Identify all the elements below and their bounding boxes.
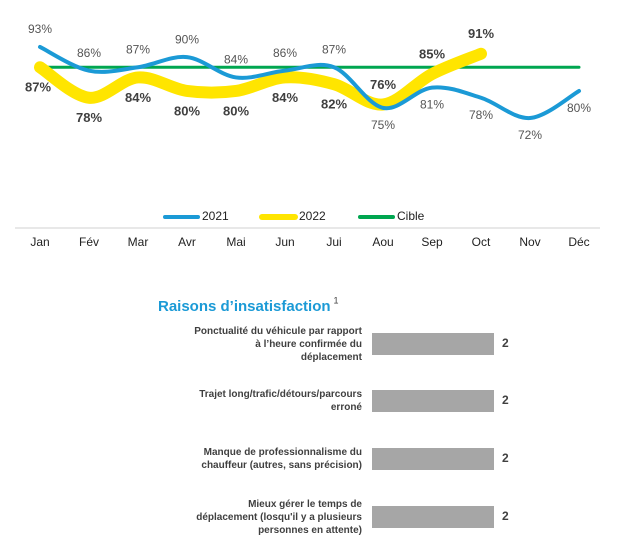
- data-label: 86%: [273, 46, 297, 60]
- data-label: 90%: [175, 32, 199, 46]
- data-label: 91%: [468, 26, 494, 41]
- legend-label: 2021: [202, 209, 229, 223]
- legend-label: Cible: [397, 209, 425, 223]
- data-label: 84%: [224, 53, 248, 67]
- category-label: Manque de professionnalisme du chauffeur…: [201, 447, 362, 471]
- data-label: 84%: [125, 90, 151, 105]
- x-tick-label: Jan: [30, 235, 49, 249]
- bar-value-label: 2: [502, 509, 509, 523]
- data-label: 87%: [322, 42, 346, 56]
- data-label: 80%: [223, 103, 249, 118]
- data-label: 72%: [518, 128, 542, 142]
- bar: [372, 333, 494, 355]
- data-label: 85%: [419, 46, 445, 61]
- data-label: 86%: [77, 46, 101, 60]
- data-label: 80%: [174, 103, 200, 118]
- data-label: 87%: [25, 80, 51, 95]
- category-label: Trajet long/trafic/détours/parcours erro…: [199, 389, 362, 413]
- legend-label: 2022: [299, 209, 326, 223]
- x-tick-label: Nov: [519, 235, 540, 249]
- category-label: Mieux gérer le temps de déplacement (los…: [196, 498, 362, 536]
- data-label: 78%: [76, 110, 102, 125]
- x-tick-label: Oct: [472, 235, 491, 249]
- data-label: 75%: [371, 118, 395, 132]
- series-line: [38, 44, 581, 121]
- data-label: 93%: [28, 22, 52, 36]
- title-note: 1: [334, 295, 339, 305]
- data-label: 87%: [126, 42, 150, 56]
- data-label: 84%: [272, 90, 298, 105]
- data-label: 78%: [469, 108, 493, 122]
- bar: [372, 506, 494, 528]
- x-tick-label: Jun: [275, 235, 294, 249]
- bar: [372, 390, 494, 412]
- x-tick-label: Avr: [178, 235, 196, 249]
- series-line: [34, 47, 487, 111]
- category-label: Ponctualité du véhicule par rapport à l’…: [194, 325, 362, 363]
- bar-value-label: 2: [502, 336, 509, 350]
- x-tick-label: Aou: [372, 235, 393, 249]
- data-label: 82%: [321, 97, 347, 112]
- x-tick-label: Déc: [568, 235, 589, 249]
- data-label: 81%: [420, 98, 444, 112]
- bar: [372, 448, 494, 470]
- x-tick-label: Sep: [421, 235, 443, 249]
- x-tick-label: Fév: [79, 235, 99, 249]
- x-tick-label: Mai: [226, 235, 245, 249]
- data-label: 80%: [567, 101, 591, 115]
- x-tick-label: Jui: [326, 235, 341, 249]
- x-tick-label: Mar: [128, 235, 149, 249]
- bar-title: Raisons d’insatisfaction: [158, 298, 331, 315]
- data-label: 76%: [370, 77, 396, 92]
- bar-value-label: 2: [502, 451, 509, 465]
- bar-value-label: 2: [502, 393, 509, 407]
